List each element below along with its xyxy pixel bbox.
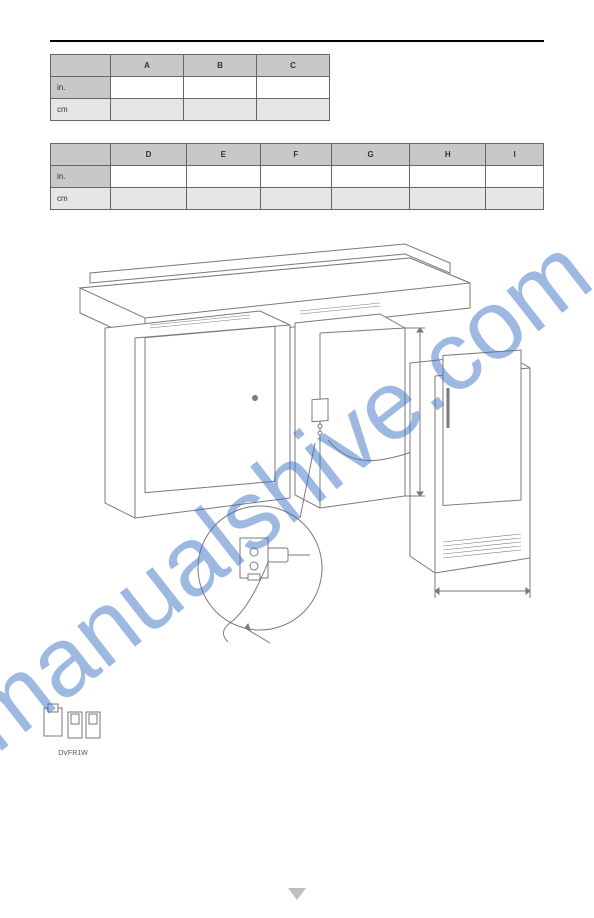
- dimensions-table-2: D E F G H I in. cm: [50, 143, 544, 210]
- installation-diagram: [50, 228, 544, 658]
- diagram-svg: [50, 228, 544, 658]
- dvfr-icon: [38, 700, 108, 748]
- dvfr-badge: DVFR1W: [38, 700, 108, 757]
- dvfr-label: DVFR1W: [38, 750, 108, 757]
- table-row: in.: [51, 77, 330, 99]
- title-rule: [50, 40, 544, 42]
- t2-r2-label: cm: [51, 188, 111, 210]
- t2-h-f: F: [260, 144, 331, 166]
- t1-r1-b: [184, 77, 257, 99]
- t1-h-blank: [51, 55, 111, 77]
- t1-h-b: B: [184, 55, 257, 77]
- t2-r2-i: [486, 188, 544, 210]
- t2-h-d: D: [111, 144, 187, 166]
- t2-h-i: I: [486, 144, 544, 166]
- t2-r2-f: [260, 188, 331, 210]
- t2-r2-g: [332, 188, 410, 210]
- t2-r2-e: [186, 188, 260, 210]
- t1-r1-label: in.: [51, 77, 111, 99]
- table2-header-row: D E F G H I: [51, 144, 544, 166]
- t1-r2-label: cm: [51, 99, 111, 121]
- t2-r1-i: [486, 166, 544, 188]
- t2-r1-d: [111, 166, 187, 188]
- t2-h-g: G: [332, 144, 410, 166]
- t2-r1-f: [260, 166, 331, 188]
- t2-h-h: H: [410, 144, 486, 166]
- table-row: cm: [51, 188, 544, 210]
- t2-r2-h: [410, 188, 486, 210]
- t2-r1-label: in.: [51, 166, 111, 188]
- t1-r2-b: [184, 99, 257, 121]
- t2-h-e: E: [186, 144, 260, 166]
- page-container: A B C in. cm D E F G H I in.: [0, 0, 594, 678]
- footer-arrow-icon: [288, 888, 306, 900]
- table-row: in.: [51, 166, 544, 188]
- t1-r1-c: [257, 77, 330, 99]
- t1-h-c: C: [257, 55, 330, 77]
- t2-r2-d: [111, 188, 187, 210]
- table1-header-row: A B C: [51, 55, 330, 77]
- t2-r1-h: [410, 166, 486, 188]
- dimensions-table-1: A B C in. cm: [50, 54, 330, 121]
- t1-h-a: A: [111, 55, 184, 77]
- t1-r2-c: [257, 99, 330, 121]
- t2-h-blank: [51, 144, 111, 166]
- t2-r1-g: [332, 166, 410, 188]
- table-row: cm: [51, 99, 330, 121]
- t1-r1-a: [111, 77, 184, 99]
- t1-r2-a: [111, 99, 184, 121]
- t2-r1-e: [186, 166, 260, 188]
